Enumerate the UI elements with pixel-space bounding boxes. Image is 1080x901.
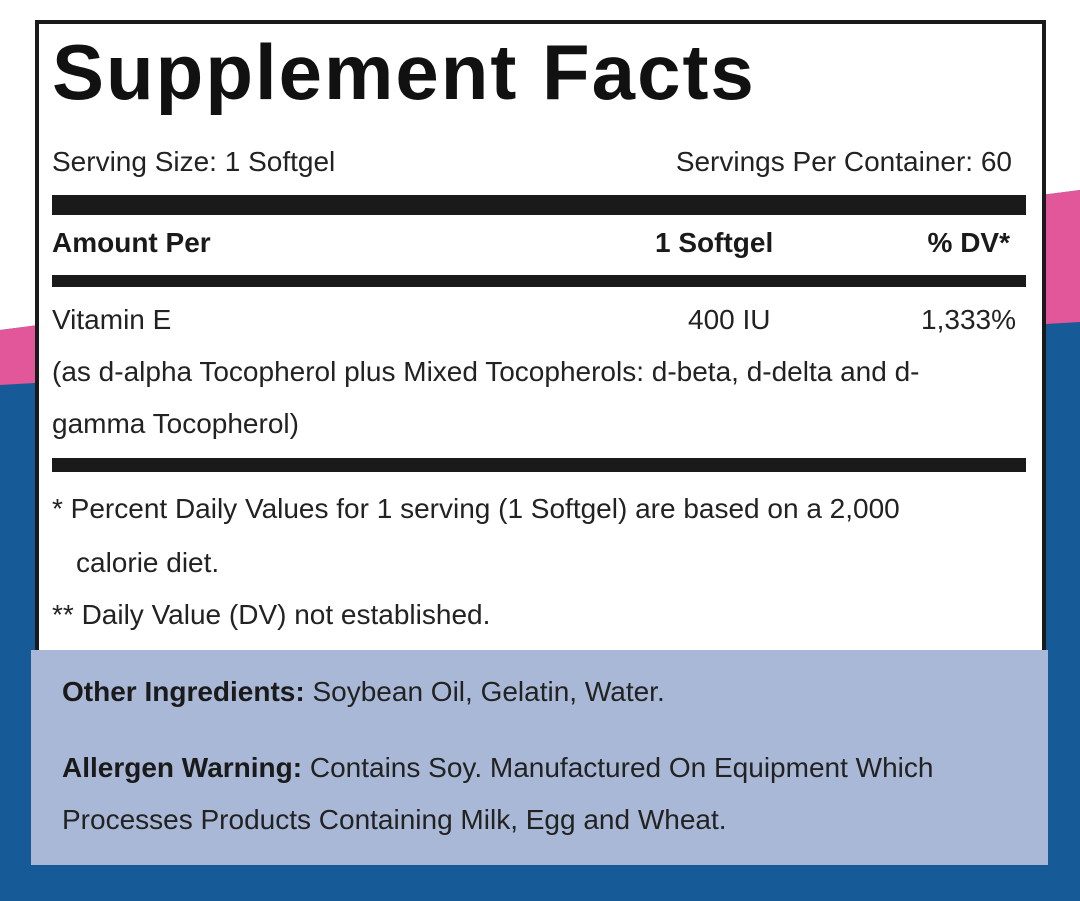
- divider: [52, 458, 1026, 472]
- text: Contains Soy. Manufactured On Equipment …: [62, 752, 934, 835]
- footnote: ** Daily Value (DV) not established.: [52, 599, 491, 630]
- divider: [52, 275, 1026, 287]
- nutrient-name: Vitamin E: [52, 304, 172, 335]
- facts-panel: [35, 20, 1046, 654]
- divider: [52, 195, 1026, 215]
- daily-value: 1,333%: [921, 304, 1016, 335]
- header-cell: % DV*: [927, 227, 1010, 258]
- label: Allergen Warning:: [62, 752, 303, 783]
- other-ingredients: Other Ingredients: Soybean Oil, Gelatin,…: [62, 676, 665, 708]
- allergen-warning: Allergen Warning: Contains Soy. Manufact…: [62, 742, 1022, 846]
- amount: 400 IU: [688, 304, 771, 335]
- footnote: * Percent Daily Values for 1 serving (1 …: [52, 493, 900, 578]
- ingredients-panel: [31, 650, 1048, 865]
- serving-size: Serving Size: 1 Softgel: [52, 146, 336, 177]
- servings-per-container: Servings Per Container: 60: [675, 146, 1012, 177]
- title: Supplement Facts: [52, 28, 756, 116]
- text: Soybean Oil, Gelatin, Water.: [312, 676, 665, 707]
- header-cell: Amount Per: [52, 227, 211, 258]
- label: Other Ingredients:: [62, 676, 305, 707]
- row-note: (as d-alpha Tocopherol plus Mixed Tocoph…: [52, 356, 920, 439]
- header-cell: 1 Softgel: [655, 227, 774, 258]
